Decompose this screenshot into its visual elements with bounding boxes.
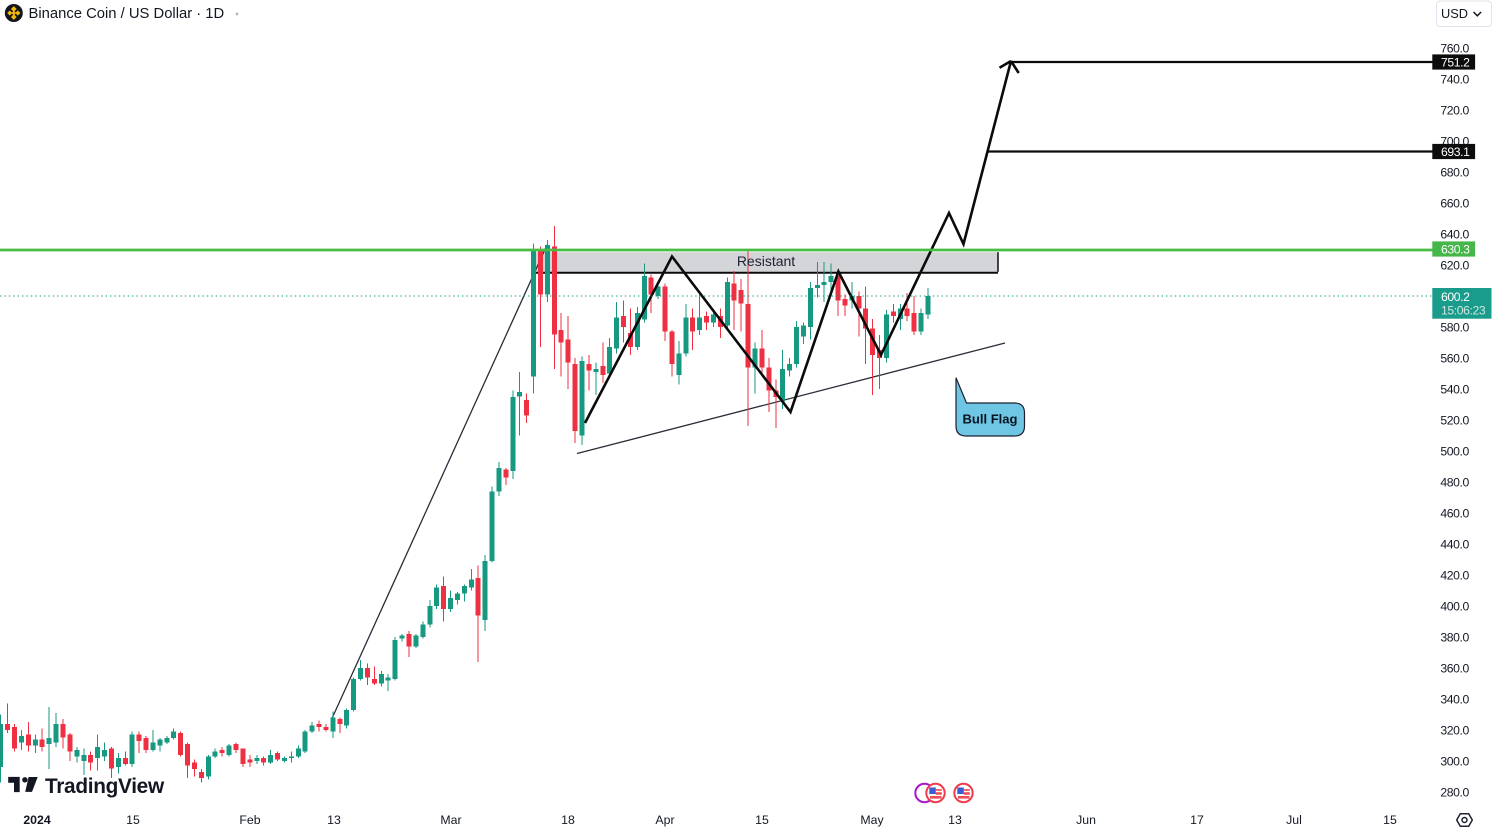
svg-text:18: 18 xyxy=(561,813,575,827)
svg-text:Resistant: Resistant xyxy=(737,253,795,269)
svg-text:460.0: 460.0 xyxy=(1440,506,1469,520)
svg-text:751.2: 751.2 xyxy=(1441,55,1470,69)
svg-text:17: 17 xyxy=(1190,813,1204,827)
svg-text:13: 13 xyxy=(327,813,341,827)
svg-text:320.0: 320.0 xyxy=(1440,723,1469,737)
svg-text:630.3: 630.3 xyxy=(1441,242,1470,256)
svg-text:400.0: 400.0 xyxy=(1440,599,1469,613)
svg-text:Jul: Jul xyxy=(1286,813,1302,827)
svg-text:15: 15 xyxy=(1383,813,1397,827)
svg-text:480.0: 480.0 xyxy=(1440,475,1469,489)
svg-text:Bull Flag: Bull Flag xyxy=(963,412,1018,427)
svg-text:520.0: 520.0 xyxy=(1440,413,1469,427)
svg-text:693.1: 693.1 xyxy=(1441,145,1470,159)
svg-text:380.0: 380.0 xyxy=(1440,630,1469,644)
svg-text:420.0: 420.0 xyxy=(1440,568,1469,582)
svg-text:640.0: 640.0 xyxy=(1440,227,1469,241)
svg-text:13: 13 xyxy=(948,813,962,827)
svg-text:2024: 2024 xyxy=(23,813,51,827)
svg-text:620.0: 620.0 xyxy=(1440,258,1469,272)
svg-text:Feb: Feb xyxy=(239,813,260,827)
svg-text:Binance Coin / US Dollar · 1D: Binance Coin / US Dollar · 1D xyxy=(29,6,225,22)
svg-text:340.0: 340.0 xyxy=(1440,692,1469,706)
svg-text:Apr: Apr xyxy=(655,813,674,827)
svg-text:540.0: 540.0 xyxy=(1440,382,1469,396)
svg-text:280.0: 280.0 xyxy=(1440,785,1469,799)
svg-text:720.0: 720.0 xyxy=(1440,103,1469,117)
svg-text:600.2: 600.2 xyxy=(1441,290,1470,304)
svg-text:740.0: 740.0 xyxy=(1440,72,1469,86)
svg-text:Jun: Jun xyxy=(1076,813,1096,827)
svg-text:15: 15 xyxy=(755,813,769,827)
svg-text:660.0: 660.0 xyxy=(1440,196,1469,210)
svg-text:360.0: 360.0 xyxy=(1440,661,1469,675)
svg-text:560.0: 560.0 xyxy=(1440,351,1469,365)
svg-text:USD: USD xyxy=(1441,6,1468,21)
svg-text:TradingView: TradingView xyxy=(45,775,165,798)
svg-text:Mar: Mar xyxy=(440,813,461,827)
svg-text:15: 15 xyxy=(126,813,140,827)
svg-text:500.0: 500.0 xyxy=(1440,444,1469,458)
svg-text:15:06:23: 15:06:23 xyxy=(1441,304,1486,318)
svg-text:300.0: 300.0 xyxy=(1440,754,1469,768)
svg-text:440.0: 440.0 xyxy=(1440,537,1469,551)
svg-text:580.0: 580.0 xyxy=(1440,320,1469,334)
svg-text:760.0: 760.0 xyxy=(1440,41,1469,55)
svg-text:May: May xyxy=(860,813,884,827)
svg-text:680.0: 680.0 xyxy=(1440,165,1469,179)
